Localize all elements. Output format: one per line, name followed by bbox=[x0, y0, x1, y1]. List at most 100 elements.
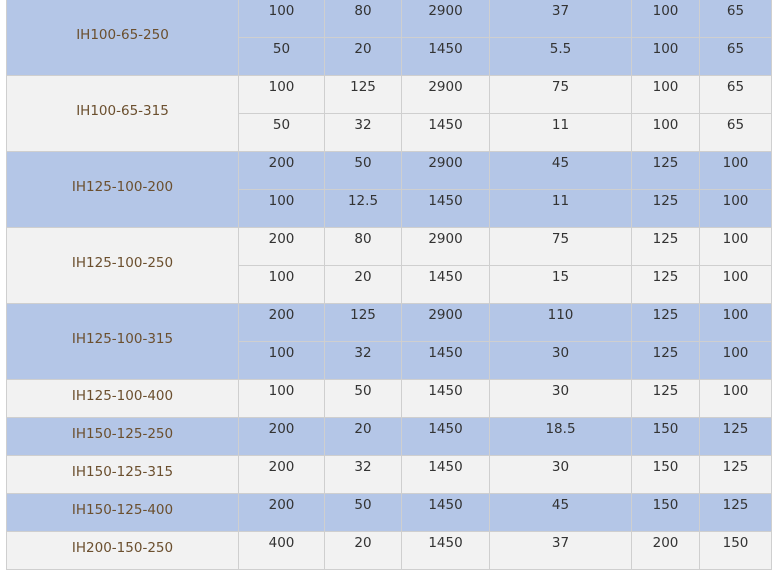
value-cell: 50 bbox=[324, 151, 402, 190]
value-cell: 100 bbox=[699, 265, 772, 304]
value-cell: 100 bbox=[238, 75, 325, 114]
value-cell: 50 bbox=[324, 379, 402, 418]
value-cell: 50 bbox=[238, 113, 325, 152]
value-cell: 100 bbox=[238, 265, 325, 304]
value-cell: 20 bbox=[324, 531, 402, 570]
value-cell: 100 bbox=[631, 75, 700, 114]
model-cell: IH150-125-315 bbox=[6, 455, 239, 494]
value-cell: 11 bbox=[489, 113, 632, 152]
table-row: IH150-125-315 200 32 1450 30 150 125 bbox=[6, 455, 772, 494]
value-cell: 12.5 bbox=[324, 189, 402, 228]
value-cell: 150 bbox=[699, 531, 772, 570]
value-cell: 100 bbox=[631, 37, 700, 76]
value-cell: 1450 bbox=[401, 189, 490, 228]
table-row: 50 32 1450 11 100 65 bbox=[7, 113, 772, 152]
value-cell: 125 bbox=[699, 455, 772, 494]
value-cell: 200 bbox=[238, 151, 325, 190]
value-cell: 125 bbox=[324, 75, 402, 114]
value-cell: 1450 bbox=[401, 37, 490, 76]
table-row: IH150-125-250 200 20 1450 18.5 150 125 bbox=[6, 417, 772, 456]
value-cell: 5.5 bbox=[489, 37, 632, 76]
value-cell: 100 bbox=[699, 227, 772, 266]
value-cell: 20 bbox=[324, 265, 402, 304]
value-cell: 80 bbox=[324, 0, 402, 38]
model-cell: IH100-65-315 bbox=[6, 75, 239, 152]
value-cell: 100 bbox=[631, 113, 700, 152]
value-cell: 2900 bbox=[401, 303, 490, 342]
model-cell: IH200-150-250 bbox=[6, 531, 239, 570]
value-cell: 45 bbox=[489, 493, 632, 532]
value-cell: 200 bbox=[238, 303, 325, 342]
value-cell: 37 bbox=[489, 0, 632, 38]
model-cell: IH125-100-400 bbox=[6, 379, 239, 418]
value-cell: 11 bbox=[489, 189, 632, 228]
table-row: IH150-125-400 200 50 1450 45 150 125 bbox=[6, 493, 772, 532]
value-cell: 1450 bbox=[401, 417, 490, 456]
model-cell: IH125-100-315 bbox=[6, 303, 239, 380]
value-cell: 45 bbox=[489, 151, 632, 190]
value-cell: 30 bbox=[489, 455, 632, 494]
value-cell: 125 bbox=[699, 417, 772, 456]
value-cell: 150 bbox=[631, 417, 700, 456]
value-cell: 50 bbox=[324, 493, 402, 532]
value-cell: 32 bbox=[324, 341, 402, 380]
value-cell: 100 bbox=[631, 0, 700, 38]
value-cell: 32 bbox=[324, 113, 402, 152]
table-row: IH125-100-250 200 80 2900 75 125 100 bbox=[6, 227, 772, 304]
value-cell: 1450 bbox=[401, 455, 490, 494]
value-cell: 65 bbox=[699, 113, 772, 152]
value-cell: 75 bbox=[489, 227, 632, 266]
value-cell: 1450 bbox=[401, 493, 490, 532]
value-cell: 65 bbox=[699, 75, 772, 114]
value-cell: 200 bbox=[238, 493, 325, 532]
table-row: 100 12.5 1450 11 125 100 bbox=[7, 189, 772, 228]
model-cell: IH150-125-400 bbox=[6, 493, 239, 532]
value-cell: 100 bbox=[699, 341, 772, 380]
value-cell: 75 bbox=[489, 75, 632, 114]
value-cell: 125 bbox=[631, 379, 700, 418]
model-cell: IH125-100-200 bbox=[6, 151, 239, 228]
table-row: IH100-65-250 100 80 2900 37 100 65 bbox=[6, 0, 772, 76]
value-cell: 2900 bbox=[401, 227, 490, 266]
table-row: 100 32 1450 30 125 100 bbox=[7, 341, 772, 380]
value-cell: 1450 bbox=[401, 113, 490, 152]
value-cell: 125 bbox=[631, 341, 700, 380]
value-cell: 150 bbox=[631, 493, 700, 532]
value-cell: 20 bbox=[324, 417, 402, 456]
table-row: IH125-100-200 200 50 2900 45 125 100 bbox=[6, 151, 772, 228]
value-cell: 200 bbox=[631, 531, 700, 570]
value-cell: 100 bbox=[238, 0, 325, 38]
value-cell: 2900 bbox=[401, 151, 490, 190]
table-row: 100 20 1450 15 125 100 bbox=[7, 265, 772, 304]
value-cell: 200 bbox=[238, 227, 325, 266]
table-row: 50 20 1450 5.5 100 65 bbox=[7, 37, 772, 76]
value-cell: 1450 bbox=[401, 341, 490, 380]
value-cell: 400 bbox=[238, 531, 325, 570]
model-cell: IH150-125-250 bbox=[6, 417, 239, 456]
value-cell: 20 bbox=[324, 37, 402, 76]
table-row: IH100-65-315 100 125 2900 75 100 65 bbox=[6, 75, 772, 152]
value-cell: 65 bbox=[699, 37, 772, 76]
table-row: IH200-150-250 400 20 1450 37 200 150 bbox=[6, 531, 772, 570]
value-cell: 18.5 bbox=[489, 417, 632, 456]
value-cell: 125 bbox=[631, 227, 700, 266]
model-cell: IH100-65-250 bbox=[6, 0, 239, 76]
value-cell: 100 bbox=[699, 379, 772, 418]
table-row: IH125-100-400 100 50 1450 30 125 100 bbox=[6, 379, 772, 418]
value-cell: 100 bbox=[238, 379, 325, 418]
model-cell: IH125-100-250 bbox=[6, 227, 239, 304]
pump-spec-table: IH100-65-250 100 80 2900 37 100 65 50 20 1450 5.5 1… bbox=[6, 0, 772, 570]
value-cell: 37 bbox=[489, 531, 632, 570]
value-cell: 100 bbox=[699, 151, 772, 190]
value-cell: 50 bbox=[238, 37, 325, 76]
value-cell: 125 bbox=[631, 151, 700, 190]
value-cell: 125 bbox=[631, 265, 700, 304]
value-cell: 32 bbox=[324, 455, 402, 494]
value-cell: 80 bbox=[324, 227, 402, 266]
value-cell: 110 bbox=[489, 303, 632, 342]
value-cell: 30 bbox=[489, 341, 632, 380]
value-cell: 65 bbox=[699, 0, 772, 38]
value-cell: 15 bbox=[489, 265, 632, 304]
value-cell: 150 bbox=[631, 455, 700, 494]
value-cell: 125 bbox=[324, 303, 402, 342]
